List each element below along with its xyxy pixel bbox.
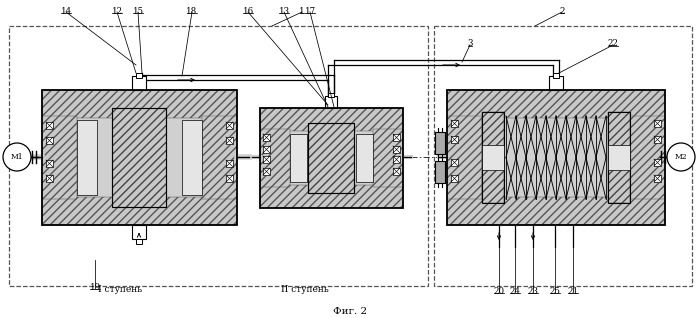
Circle shape [667,143,695,171]
Circle shape [3,143,31,171]
Bar [451,175,458,182]
Bar [393,134,400,141]
Bar [77,120,97,195]
Text: M1: M1 [10,153,23,161]
Bar [260,108,403,208]
Bar [435,161,445,183]
Bar [308,123,354,193]
Text: 17: 17 [305,6,315,16]
Bar [434,26,692,286]
Bar [393,168,400,175]
Bar [553,73,559,78]
Bar [132,225,146,239]
Text: I ступень: I ступень [98,286,142,294]
Text: 1: 1 [299,6,305,16]
Bar [112,108,166,207]
Text: 19: 19 [89,282,101,292]
Bar [46,160,53,167]
Bar [46,175,53,182]
Text: 12: 12 [111,6,122,16]
Bar [260,108,403,131]
Bar [260,108,403,208]
Bar [308,123,354,193]
Text: 22: 22 [607,39,619,49]
Bar [608,145,630,170]
Bar [393,146,400,153]
Text: II ступень: II ступень [281,286,329,294]
Text: 21: 21 [568,287,579,295]
Bar [136,239,142,244]
Bar [260,185,403,208]
Bar [46,137,53,144]
Bar [9,26,428,286]
Bar [325,96,337,108]
Bar [447,197,665,225]
Bar [482,145,504,170]
Bar [46,122,53,129]
Bar [226,122,233,129]
Bar [482,112,504,203]
Text: 3: 3 [468,39,473,49]
Bar [42,90,237,225]
Bar [182,120,202,195]
Text: 23: 23 [528,287,538,295]
Bar [447,90,665,118]
Bar [608,112,630,203]
Text: 16: 16 [243,6,254,16]
Bar [435,132,445,154]
Bar [226,160,233,167]
Text: 18: 18 [187,6,198,16]
Bar [226,175,233,182]
Bar [260,129,290,187]
Bar [654,175,661,182]
Bar [202,116,237,199]
Bar [263,134,270,141]
Bar [226,137,233,144]
Bar [132,76,146,90]
Text: 13: 13 [278,6,289,16]
Bar [630,116,665,199]
Bar [393,156,400,163]
Bar [42,90,237,225]
Text: 25: 25 [549,287,561,295]
Bar [290,134,307,182]
Bar [451,120,458,127]
Bar [263,156,270,163]
Bar [263,146,270,153]
Bar [136,73,142,78]
Bar [42,116,77,199]
Bar [42,90,237,118]
Text: 24: 24 [510,287,521,295]
Bar [451,136,458,143]
Text: 20: 20 [493,287,505,295]
Text: 2: 2 [559,6,565,16]
Bar [447,90,665,225]
Bar [112,108,166,207]
Bar [654,120,661,127]
Bar [608,112,630,203]
Text: 14: 14 [60,6,71,16]
Bar [356,134,373,182]
Bar [263,168,270,175]
Bar [373,129,403,187]
Bar [328,93,334,97]
Bar [447,90,665,225]
Bar [42,197,237,225]
Bar [654,136,661,143]
Text: 15: 15 [132,6,143,16]
Bar [549,76,563,90]
Bar [447,116,482,199]
Text: Фиг. 2: Фиг. 2 [333,308,367,316]
Bar [654,159,661,166]
Text: M2: M2 [675,153,687,161]
Bar [451,159,458,166]
Bar [482,112,504,203]
